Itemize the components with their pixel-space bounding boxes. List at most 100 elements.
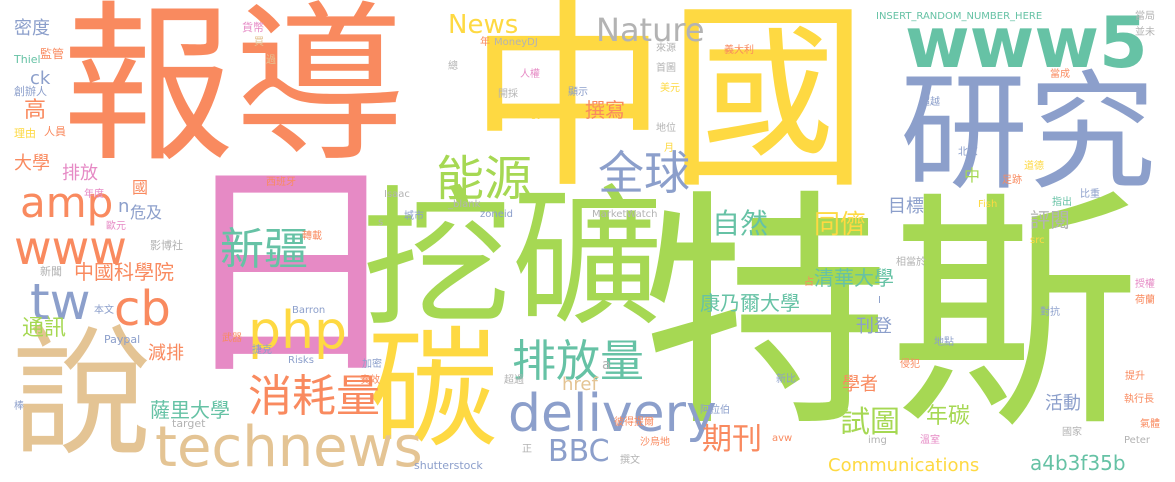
word-guo: 國 [132,178,149,197]
word-xiaohaoliang: 消耗量 [248,371,380,422]
word-daode: 道德 [1024,161,1044,172]
word-surrey: 薩里大學 [150,398,230,422]
word-target: target [172,417,206,430]
word-zhan: 占 [804,277,814,288]
word-bingwei: 並未 [1135,27,1155,38]
word-delivery: delivery [508,384,717,444]
word-fish: Fish [978,199,998,210]
word-zhichu: 指出 [1052,197,1072,208]
word-helan: 荷蘭 [1135,295,1155,306]
word-tisheng: 提升 [1125,371,1145,382]
word-qinfan: 侵犯 [900,359,920,370]
word-bbc: BBC [548,434,610,469]
word-wenshi: 溫室 [920,435,940,446]
word-shawudi: 沙烏地 [640,437,670,448]
word-huodong: 活動 [1045,393,1081,414]
word-zhuanxie: 撰寫 [585,98,625,122]
word-baodao: 報導 [62,0,406,186]
word-xinjiang: 新疆 [220,224,308,275]
word-bang: 棒 [14,401,24,412]
word-nian: 年 [480,37,490,48]
word-zhongguo: 中國 [468,0,869,216]
word-zhixingzhang: 執行長 [1124,394,1154,405]
word-xuezhe: 學者 [842,374,878,395]
word-zong: 總 [448,61,458,72]
word-php: php [248,301,347,361]
word-benwen: 本文 [94,305,114,316]
word-diwei: 地位 [656,123,676,134]
word-kaicai: 開採 [498,89,518,100]
word-xibanya: 西班牙 [266,177,296,188]
word-a: a [602,357,611,373]
word-nature: Nature [596,11,705,49]
word-risks: Risks [288,355,314,366]
word-paypal: Paypal [104,333,141,346]
word-zhong: 中 [964,166,981,185]
word-news: News [448,10,519,40]
word-moneydj: MoneyDJ [494,37,538,48]
word-xinwen: 新聞 [40,265,62,278]
word-tesi: 特斯 [640,169,1140,460]
word-tongchou: 同儕 [814,210,867,240]
word-beijing: 北京 [958,147,978,158]
word-meiyuan: 美元 [660,83,680,94]
word-daxue: 大學 [14,153,50,174]
word-tongxun: 通訊 [22,316,67,341]
word-bizhong: 比重 [1080,189,1100,200]
word-mai: 買 [254,37,264,48]
word-chaoguo: 超過 [504,375,524,386]
word-amp: amp [20,178,114,227]
word-tan: 碳 [368,314,499,466]
word-www: www [14,221,127,275]
word-yanjiu: 研究 [900,59,1157,208]
word-dangcheng: 當成 [1050,69,1070,80]
word-s: s [378,217,384,228]
word-jianpai: 減排 [148,343,184,364]
word-weiji: 危及 [130,203,163,222]
word-ri: 日 [175,141,406,408]
word-xianshi: 顯示 [568,87,588,98]
word-zoneid: zoneid [480,209,513,220]
word-kandeng: 刊登 [856,316,892,337]
word-niantan: 年碳 [926,404,971,429]
word-liyou: 理由 [14,127,36,140]
word-quanqiu: 全球 [598,146,690,200]
word-didian: 地點 [934,337,954,348]
word-barron: Barron [292,305,326,316]
word-zheng: 正 [522,444,532,455]
word-laiyuan: 來源 [656,43,676,54]
word-zhuanwen: 撰文 [620,455,640,466]
word-chaoyue: 超越 [920,97,940,108]
word-shutterstock: shutterstock [414,459,483,472]
word-cb: cb [114,281,171,337]
word-technews: technews [155,415,423,480]
word-qikan: 期刊 [702,422,762,457]
word-qiti: 氣體 [1140,419,1160,430]
word-href: href [562,374,598,395]
word-src: src [1030,235,1045,246]
word-www5: www5 [905,2,1148,84]
word-jiami: 加密 [362,359,382,370]
word-yue: 月 [664,143,674,154]
word-shitu: 試圖 [840,405,900,440]
word-peter: Peter [1124,435,1151,446]
word-tw: tw [30,273,91,331]
word-tsinghua: 清華大學 [814,266,894,290]
word-guojia: 國家 [1062,427,1082,438]
word-ziran: 自然 [712,207,769,240]
word-alabo: 阿拉伯 [700,405,730,416]
word-insert: INSERT_RANDOM_NUMBER_HERE [876,11,1043,22]
word-bideitier: 彼得提爾 [614,417,654,428]
word-communications: Communications [828,455,980,476]
word-shouquan: 授權 [1135,279,1155,290]
word-guo2: 過 [266,55,276,66]
word-cas: 中國科學院 [74,260,174,284]
word-thiel: Thiel [14,53,41,66]
word-marketwatch: MarketWatch [592,209,658,220]
word-jieke: 捷克 [252,345,272,356]
word-blank: _blank [448,199,481,210]
word-isaac: Isaac [384,189,410,200]
word-renquan: 人權 [520,69,540,80]
word-plus: + [918,393,929,407]
